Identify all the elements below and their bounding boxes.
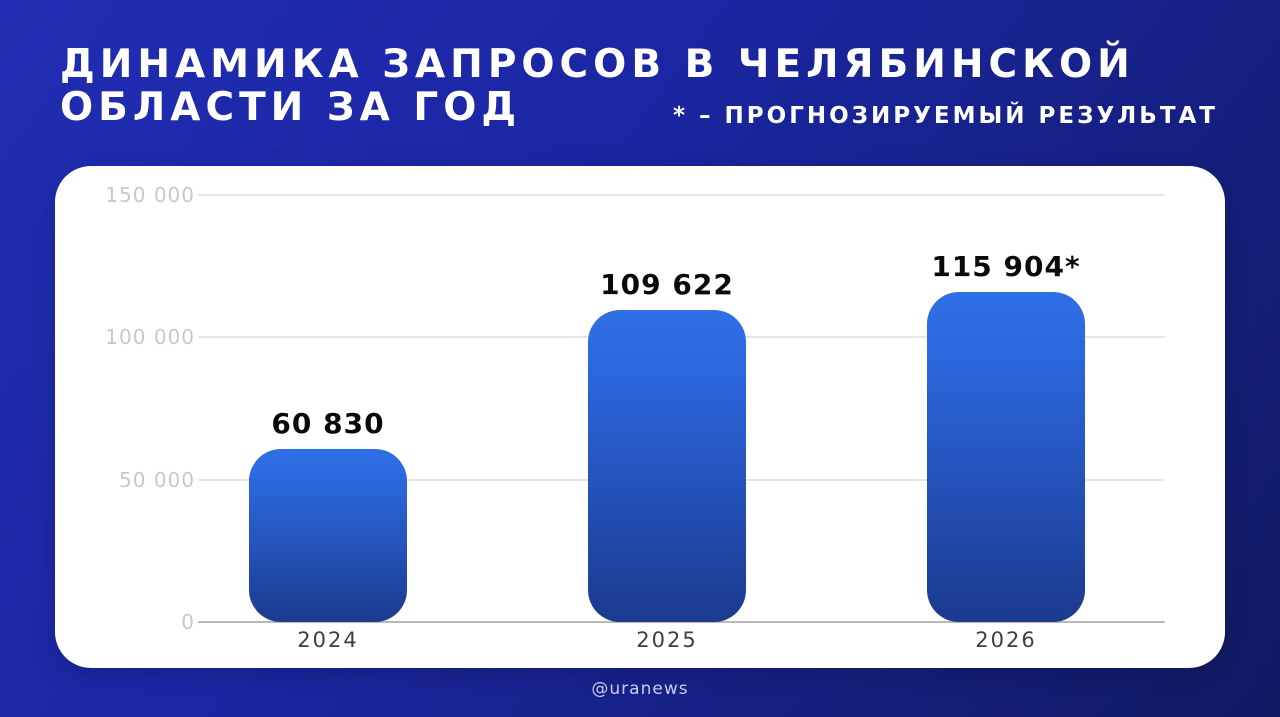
gridline bbox=[198, 194, 1165, 196]
page-title: ДИНАМИКА ЗАПРОСОВ В ЧЕЛЯБИНСКОЙ ОБЛАСТИ … bbox=[60, 42, 1135, 130]
page-title-line1: ДИНАМИКА ЗАПРОСОВ В ЧЕЛЯБИНСКОЙ bbox=[60, 42, 1135, 87]
bar-group-2024: 60 830 bbox=[249, 407, 407, 622]
x-axis-label-2024: 2024 bbox=[297, 628, 359, 652]
y-axis-tick-150000: 150 000 bbox=[105, 183, 195, 207]
bar-2026 bbox=[927, 292, 1085, 622]
y-axis-tick-100000: 100 000 bbox=[105, 325, 195, 349]
bar-group-2025: 109 622 bbox=[588, 268, 746, 622]
y-axis-tick-50000: 50 000 bbox=[119, 468, 195, 492]
gridline-row-150000: 150 000 bbox=[83, 183, 1165, 207]
footnote-legend: * – ПРОГНОЗИРУЕМЫЙ РЕЗУЛЬТАТ bbox=[673, 103, 1218, 129]
page-title-line2: ОБЛАСТИ ЗА ГОД bbox=[60, 84, 522, 130]
watermark: @uranews bbox=[591, 679, 689, 699]
bar-value-label: 60 830 bbox=[271, 407, 385, 440]
bar-value-label: 109 622 bbox=[600, 268, 734, 301]
x-axis-line bbox=[198, 621, 1165, 623]
x-axis-label-2026: 2026 bbox=[975, 628, 1037, 652]
bar-2025 bbox=[588, 310, 746, 622]
chart-card: 150 000 100 000 50 000 0 60 830 109 622 … bbox=[55, 166, 1225, 668]
bar-group-2026: 115 904* bbox=[927, 250, 1085, 622]
x-axis-label-2025: 2025 bbox=[636, 628, 698, 652]
x-axis-baseline-row: 0 bbox=[83, 610, 1165, 634]
bar-2024 bbox=[249, 449, 407, 622]
bar-value-label: 115 904* bbox=[931, 250, 1081, 283]
y-axis-tick-0: 0 bbox=[181, 610, 195, 634]
